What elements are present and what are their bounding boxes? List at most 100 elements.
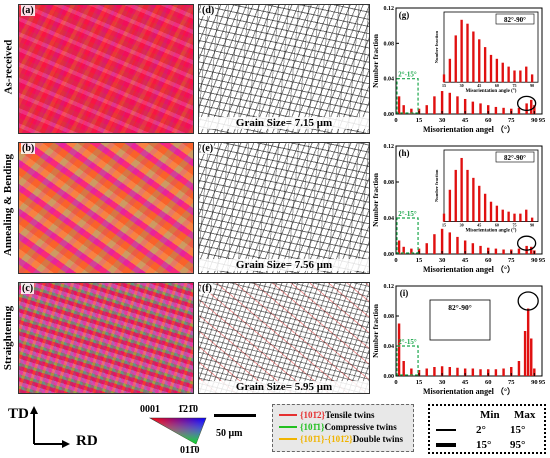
x-tick-label: 0 xyxy=(394,117,397,124)
low-angle-label: 2°-15° xyxy=(398,71,417,79)
x-tick-label: 75 xyxy=(508,257,515,264)
x-tick-label: 15 xyxy=(416,379,423,386)
y-tick-label: 0.12 xyxy=(384,284,395,290)
inset-label-box xyxy=(429,299,491,341)
histogram-bar xyxy=(397,240,401,254)
histogram-bar xyxy=(502,249,505,254)
inset-x-tick-label: 30 xyxy=(460,83,464,88)
y-tick-label: 0.12 xyxy=(384,6,395,12)
y-axis-label: Number fraction xyxy=(372,172,380,227)
y-tick-label: 0.08 xyxy=(384,180,395,186)
scale-bar-line xyxy=(214,414,256,417)
histogram-bar xyxy=(456,367,459,376)
y-tick-label: 0.08 xyxy=(384,41,395,47)
x-axis-label: Misorientation angel （°） xyxy=(423,264,515,274)
histogram-bar xyxy=(402,105,405,114)
inset-histogram-bar xyxy=(495,205,499,222)
inset-x-axis-label: Misorientation angle (°) xyxy=(466,229,517,234)
inset-histogram-bar xyxy=(501,209,504,222)
inset-histogram-bar xyxy=(442,213,446,222)
scale-bar-label: 50 μm xyxy=(216,428,243,439)
histogram-bar xyxy=(433,367,436,376)
twin-code: {101̄1} xyxy=(300,422,325,432)
x-tick-label: 60 xyxy=(485,257,492,264)
x-tick-label: 90 xyxy=(531,117,538,124)
x-tick-label: 45 xyxy=(462,379,469,386)
panel-letter: (g) xyxy=(399,10,410,20)
inset-histogram-bar xyxy=(454,35,457,83)
inset-x-tick-label: 30 xyxy=(460,223,464,228)
grain-size-label: Grain Size= 7.56 μm xyxy=(199,259,369,271)
x-tick-label: 90 xyxy=(531,379,538,386)
inset-histogram-bar xyxy=(460,19,463,83)
row-label-as-received: As-received xyxy=(2,39,14,94)
x-tick-label: 75 xyxy=(508,117,515,124)
twin-legend: {101̄2} Tensile twins {101̄1} Compressiv… xyxy=(272,404,414,452)
x-tick-label: 15 xyxy=(416,117,423,124)
grain-boundary-map-annealing: (e) Grain Size= 7.56 μm xyxy=(198,142,370,274)
histogram-bar xyxy=(448,232,452,254)
inset-histogram-bar xyxy=(478,39,481,83)
inset-histogram-bar xyxy=(495,58,499,83)
grain-size-label: Grain Size= 7.15 μm xyxy=(199,117,369,129)
x-axis-label: Misorientation angel （°） xyxy=(423,124,515,134)
inset-angle-label: 82°-90° xyxy=(504,16,526,24)
ebsd-map-annealing: (b) xyxy=(18,142,194,274)
inset-x-tick-label: 45 xyxy=(477,223,481,228)
x-tick-label: 95 xyxy=(539,379,546,386)
inset-x-tick-label: 45 xyxy=(477,83,481,88)
inset-label-box xyxy=(495,151,535,163)
histogram-bar xyxy=(517,361,521,376)
histogram-bar xyxy=(502,107,505,114)
histogram-bar xyxy=(479,369,482,376)
panel-letter: (f) xyxy=(201,283,213,294)
inset-histogram-bar xyxy=(483,193,487,222)
histogram-bar xyxy=(479,245,482,254)
low-angle-label: 2°-15° xyxy=(398,210,417,218)
histogram-bar xyxy=(448,367,452,376)
x-tick-label: 60 xyxy=(485,117,492,124)
inset-histogram-bar xyxy=(513,70,516,83)
grain-boundary-map-straightening: (f) Grain Size= 5.95 μm xyxy=(198,282,370,394)
histogram-bar xyxy=(533,368,536,376)
x-tick-label: 95 xyxy=(539,257,546,264)
y-axis-label: Number fraction xyxy=(372,33,380,88)
min-header: Min xyxy=(480,409,500,421)
histogram-bar xyxy=(517,107,521,114)
inset-y-axis-label: Number fraction xyxy=(434,30,439,63)
x-axis-label: Misorientation angel （°） xyxy=(423,386,515,396)
inset-x-tick-label: 60 xyxy=(495,223,499,228)
histogram-bar xyxy=(440,366,444,376)
histogram-bar xyxy=(526,308,530,376)
inset-angle-label: 82°-90° xyxy=(504,154,526,162)
histogram-bar xyxy=(425,368,428,376)
twin-color-swatch xyxy=(279,414,297,416)
twin-legend-item: {101̄1}-{101̄2} Double twins xyxy=(279,433,407,445)
histogram-bar xyxy=(494,369,498,376)
y-tick-label: 0.04 xyxy=(384,344,395,350)
histogram-bar xyxy=(410,108,413,114)
max-value: 95° xyxy=(510,438,526,451)
histogram-bar xyxy=(517,248,521,254)
inset-angle-label: 82°-90° xyxy=(448,303,472,312)
panel-letter: (i) xyxy=(400,288,409,298)
histogram-bar xyxy=(463,98,467,114)
x-tick-label: 0 xyxy=(394,379,397,386)
inset-histogram-bar xyxy=(489,54,493,83)
inset-x-tick-label: 15 xyxy=(442,83,446,88)
histogram-bar xyxy=(471,243,475,254)
low-angle-highlight-box xyxy=(396,345,419,376)
inset-x-tick-label: 90 xyxy=(530,223,534,228)
panel-letter: (e) xyxy=(201,143,215,154)
low-angle-highlight-box xyxy=(396,78,419,114)
inset-x-axis-label: Misorientation angle (°) xyxy=(466,89,517,94)
histogram-bar xyxy=(471,368,475,376)
boundary-angle-legend: Min Max 2° 15° 15° 95° xyxy=(428,404,546,454)
misorientation-chart-annealing: 0 15 30 45 60 75 90 950.000.040.080.12Misorient… xyxy=(372,144,546,274)
twin-name: Double twins xyxy=(352,434,403,444)
histogram-bar xyxy=(440,228,444,254)
axes-arrows-icon xyxy=(30,406,70,448)
inset-x-tick-label: 75 xyxy=(513,83,517,88)
scale-bar: 50 μm xyxy=(212,406,262,450)
inset-histogram-bar xyxy=(519,70,522,83)
